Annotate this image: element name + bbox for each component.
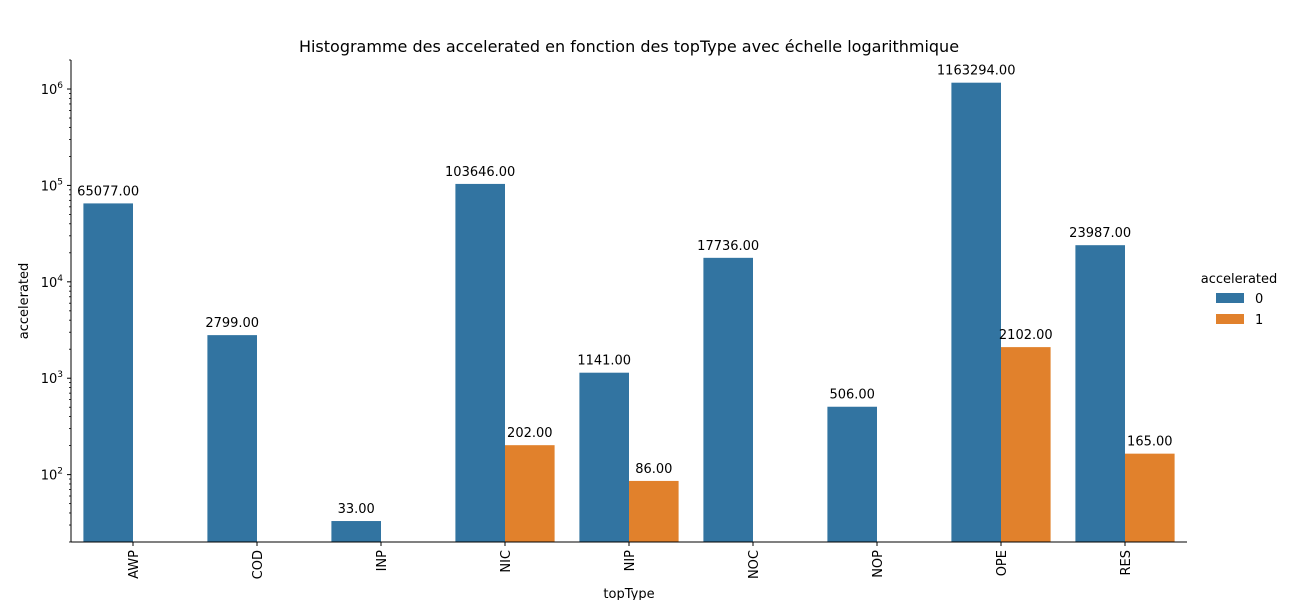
y-tick-exponent: 3	[57, 370, 63, 380]
data-label: 1163294.00	[937, 64, 1016, 79]
data-label: 1141.00	[577, 354, 631, 369]
bar-ope-0	[951, 82, 1001, 542]
legend-swatch-0	[1216, 293, 1244, 303]
x-tick-label: RES	[1119, 550, 1134, 576]
x-tick-label: NIC	[499, 550, 514, 573]
bar-res-1	[1125, 453, 1175, 542]
x-tick-label: AWP	[127, 550, 142, 579]
chart-title: Histogramme des accelerated en fonction …	[299, 37, 959, 56]
bar-awp-0	[83, 203, 133, 542]
data-label: 506.00	[829, 388, 875, 403]
data-label: 103646.00	[445, 165, 515, 180]
bar-nic-0	[455, 183, 505, 542]
data-label: 86.00	[635, 462, 672, 477]
x-tick-label: COD	[251, 550, 266, 579]
y-tick-label: 103	[41, 370, 63, 387]
legend: accelerated 0 1	[1201, 272, 1278, 328]
y-tick-exponent: 5	[57, 177, 63, 187]
legend-swatch-1	[1216, 314, 1244, 324]
plot-area: 102 103 104 105 106 65077.00 AWP 2799.00 COD 33.0…	[41, 59, 1175, 579]
data-label: 2799.00	[205, 316, 259, 331]
y-tick-exponent: 4	[57, 274, 63, 284]
x-tick-label: NOC	[747, 550, 762, 579]
bar-nic-1	[505, 445, 555, 542]
y-axis-label: accelerated	[17, 263, 32, 340]
y-tick-exponent: 6	[57, 81, 63, 91]
bar-res-0	[1075, 245, 1125, 542]
bar-nip-1	[629, 480, 679, 542]
x-tick-label: NIP	[623, 550, 638, 572]
data-label: 65077.00	[77, 184, 139, 199]
data-label: 2102.00	[999, 328, 1053, 343]
y-tick-label: 104	[41, 274, 64, 291]
y-tick-label: 106	[41, 81, 64, 98]
data-label: 165.00	[1127, 435, 1173, 450]
x-tick-label: INP	[375, 550, 390, 572]
data-label: 202.00	[507, 426, 553, 441]
x-tick-label: OPE	[995, 550, 1010, 576]
bar-inp-0	[331, 521, 381, 542]
data-label: 33.00	[338, 502, 375, 517]
y-tick-exponent: 2	[57, 467, 63, 477]
x-tick-label: NOP	[871, 550, 886, 578]
legend-label-0: 0	[1255, 292, 1263, 307]
legend-label-1: 1	[1255, 313, 1263, 328]
y-tick-label: 105	[41, 177, 63, 194]
bar-noc-0	[703, 257, 753, 542]
legend-title: accelerated	[1201, 272, 1278, 287]
bar-nop-0	[827, 406, 877, 542]
bar-ope-1	[1001, 347, 1051, 542]
data-label: 23987.00	[1069, 226, 1131, 241]
bar-cod-0	[207, 335, 257, 542]
bar-nip-0	[579, 372, 629, 542]
data-label: 17736.00	[697, 239, 759, 254]
y-tick-label: 102	[41, 467, 63, 484]
x-axis-label: topType	[603, 587, 654, 600]
